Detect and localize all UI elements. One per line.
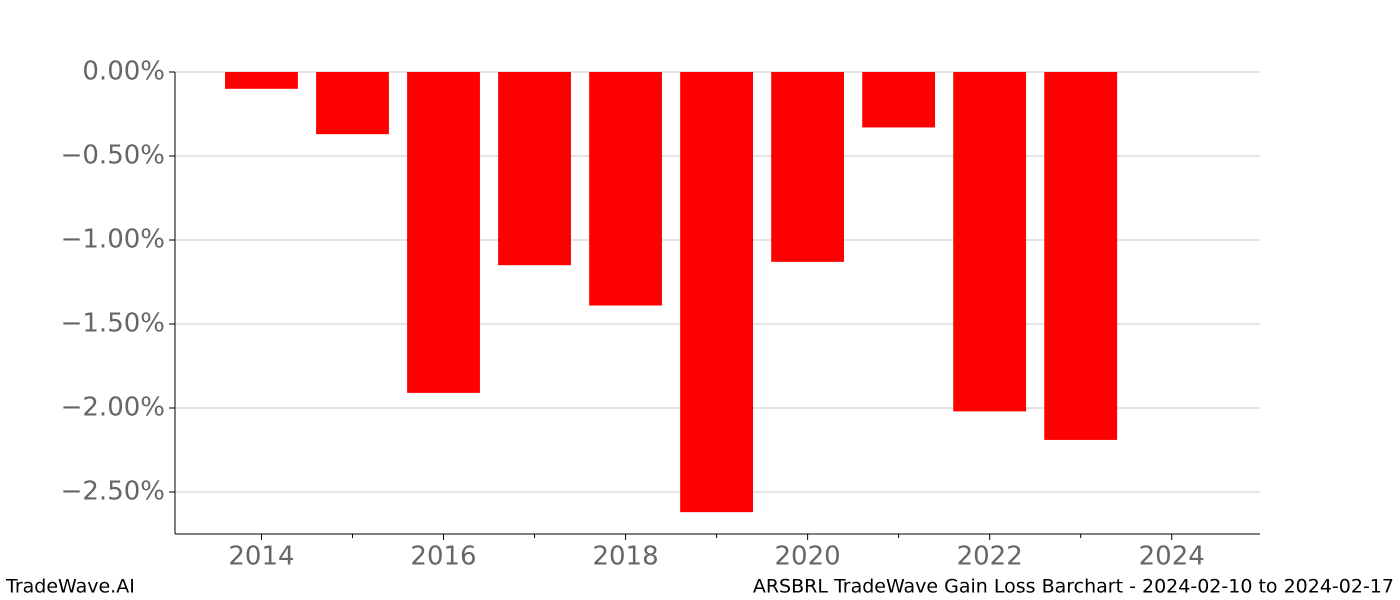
- x-tick-label: 2018: [592, 542, 658, 572]
- bar: [680, 72, 753, 513]
- y-tick-label: −0.50%: [61, 141, 165, 171]
- bar: [225, 72, 298, 89]
- bar: [407, 72, 480, 393]
- y-tick-label: −2.50%: [61, 477, 165, 507]
- x-tick-label: 2022: [957, 542, 1023, 572]
- bar: [589, 72, 662, 306]
- x-tick-label: 2020: [775, 542, 841, 572]
- bar: [771, 72, 845, 262]
- bar: [498, 72, 571, 266]
- y-tick-label: −1.00%: [61, 225, 165, 255]
- bar: [862, 72, 936, 128]
- x-tick-label: 2016: [410, 542, 476, 572]
- y-tick-label: −2.00%: [61, 393, 165, 423]
- y-tick-label: 0.00%: [82, 57, 165, 87]
- bar: [1044, 72, 1118, 440]
- y-tick-label: −1.50%: [61, 309, 165, 339]
- x-tick-label: 2024: [1139, 542, 1205, 572]
- footer-left: TradeWave.AI: [5, 576, 135, 598]
- bar: [316, 72, 389, 135]
- x-tick-label: 2014: [228, 542, 294, 572]
- footer-right: ARSBRL TradeWave Gain Loss Barchart - 20…: [753, 576, 1394, 598]
- bar: [953, 72, 1027, 412]
